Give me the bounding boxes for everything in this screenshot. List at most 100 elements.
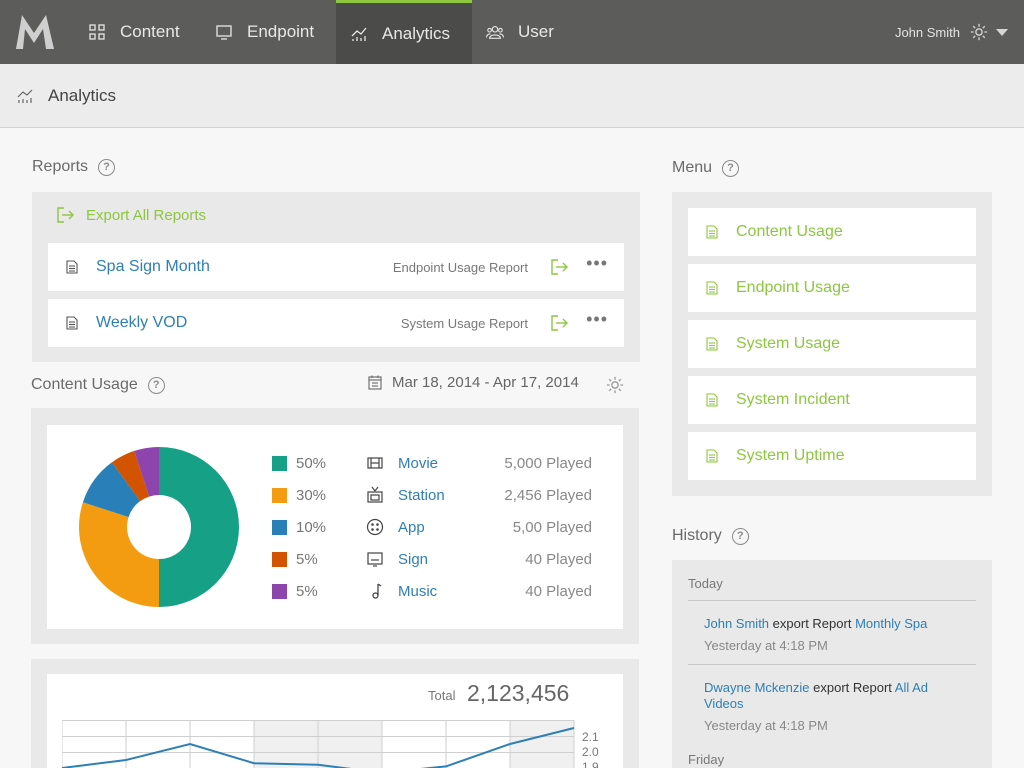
calendar-icon <box>368 375 382 390</box>
grid-icon <box>89 24 105 40</box>
more-options-button[interactable]: ••• <box>586 309 608 329</box>
report-name-link[interactable]: Spa Sign Month <box>96 258 210 275</box>
nav-item-label: Analytics <box>382 23 451 43</box>
legend-swatch <box>272 583 287 599</box>
total-label: Total <box>428 688 456 703</box>
menu-title: Menu <box>672 159 713 176</box>
divider <box>688 664 976 665</box>
chart-band <box>318 720 382 768</box>
document-icon <box>706 281 718 295</box>
legend-content-link[interactable]: Station <box>398 486 445 504</box>
document-icon <box>706 225 718 239</box>
history-user-link[interactable]: John Smith <box>704 616 770 631</box>
export-icon[interactable] <box>550 314 568 332</box>
report-name-link[interactable]: Weekly VOD <box>96 314 188 331</box>
nav-item-analytics[interactable]: Analytics <box>336 0 472 64</box>
help-icon[interactable]: ? <box>98 158 116 176</box>
history-action: export Report <box>813 680 892 695</box>
legend-row-station: 30% Station 2,456 Played <box>272 485 592 505</box>
legend-swatch <box>272 519 287 535</box>
legend-percent: 30% <box>296 486 327 504</box>
menu-item-label: Content Usage <box>736 223 843 240</box>
y-tick-label: 2.0 <box>582 745 599 759</box>
legend-content-link[interactable]: Music <box>398 582 438 600</box>
divider <box>688 600 976 601</box>
report-type: System Usage Report <box>400 315 528 331</box>
history-action: export Report <box>772 616 852 631</box>
export-all-reports-button[interactable]: Export All Reports <box>56 206 206 224</box>
brand-logo[interactable] <box>14 13 56 51</box>
menu-item-system-incident[interactable]: System Incident <box>688 376 976 424</box>
history-user-link[interactable]: Dwayne Mckenzie <box>704 680 810 695</box>
menu-item-endpoint-usage[interactable]: Endpoint Usage <box>688 264 976 312</box>
content-usage-title: Content Usage <box>31 376 138 393</box>
user-menu[interactable]: John Smith <box>895 0 1008 64</box>
legend-percent: 50% <box>296 454 327 472</box>
users-icon <box>486 26 504 39</box>
history-day-label: Friday <box>688 752 725 767</box>
pie-slice-movie <box>159 447 239 607</box>
legend-row-movie: 50% Movie 5,000 Played <box>272 453 592 473</box>
app-icon <box>366 518 384 536</box>
help-icon[interactable]: ? <box>722 159 740 177</box>
document-icon <box>66 260 78 274</box>
menu-item-label: System Incident <box>736 391 850 408</box>
legend-row-music: 5% Music 40 Played <box>272 581 592 601</box>
menu-item-label: System Usage <box>736 335 841 352</box>
date-range-picker[interactable]: Mar 18, 2014 - Apr 17, 2014 <box>368 374 579 391</box>
content-usage-donut-chart <box>79 447 239 607</box>
nav-item-content[interactable]: Content <box>74 0 194 64</box>
help-icon[interactable]: ? <box>731 527 749 545</box>
report-row[interactable]: Spa Sign Month Endpoint Usage Report ••• <box>48 243 624 291</box>
monitor-icon <box>216 25 232 40</box>
chevron-down-icon[interactable] <box>996 28 1008 36</box>
content-usage-section-title: Content Usage ? <box>31 376 165 394</box>
legend-content-link[interactable]: App <box>398 518 425 536</box>
history-time: Yesterday at 4:18 PM <box>704 638 828 653</box>
legend-row-sign: 5% Sign 40 Played <box>272 549 592 569</box>
legend-played-count: 40 Played <box>525 550 592 568</box>
more-options-button[interactable]: ••• <box>586 253 608 273</box>
film-icon <box>366 454 384 472</box>
legend-content-link[interactable]: Movie <box>398 454 439 472</box>
menu-item-content-usage[interactable]: Content Usage <box>688 208 976 256</box>
legend-played-count: 5,000 Played <box>504 454 592 472</box>
legend-percent: 5% <box>296 550 318 568</box>
history-target-link[interactable]: Monthly Spa <box>855 616 928 631</box>
analytics-icon <box>351 27 367 41</box>
menu-item-system-usage[interactable]: System Usage <box>688 320 976 368</box>
reports-title: Reports <box>32 158 89 175</box>
history-entry: Dwayne Mckenzie export Report All Ad Vid… <box>704 680 944 712</box>
nav-item-user[interactable]: User <box>472 0 582 64</box>
document-icon <box>706 393 718 407</box>
tv-icon <box>366 486 384 504</box>
pie-slice-app <box>82 462 141 518</box>
pie-slice-sign <box>111 450 150 502</box>
y-tick-label: 1.9 <box>582 760 599 768</box>
nav-item-label: Content <box>120 22 180 41</box>
menu-item-label: Endpoint Usage <box>736 279 850 296</box>
sign-icon <box>366 550 384 568</box>
user-name: John Smith <box>894 24 960 40</box>
page-header: Analytics <box>0 64 1024 128</box>
pie-slice-station <box>79 502 159 607</box>
help-icon[interactable]: ? <box>147 376 165 394</box>
export-all-label: Export All Reports <box>86 206 207 224</box>
legend-swatch <box>272 487 287 503</box>
history-target-link[interactable]: All Ad Videos <box>704 680 929 711</box>
gear-icon[interactable] <box>606 376 624 394</box>
gear-icon[interactable] <box>970 23 988 41</box>
analytics-icon <box>17 89 33 103</box>
legend-swatch <box>272 455 287 471</box>
totals-line-chart: 2.12.01.9 <box>62 720 599 768</box>
nav-item-endpoint[interactable]: Endpoint <box>200 0 330 64</box>
total-value: 2,123,456 <box>467 680 570 706</box>
report-row[interactable]: Weekly VOD System Usage Report ••• <box>48 299 624 347</box>
menu-section-title: Menu ? <box>672 159 740 177</box>
legend-content-link[interactable]: Sign <box>398 550 429 568</box>
menu-item-system-uptime[interactable]: System Uptime <box>688 432 976 480</box>
date-range-text: Mar 18, 2014 - Apr 17, 2014 <box>392 374 579 391</box>
pie-slice-music <box>134 447 159 497</box>
top-navigation-bar: Content Endpoint Analytics User John Smi… <box>0 0 1024 64</box>
export-icon[interactable] <box>550 258 568 276</box>
